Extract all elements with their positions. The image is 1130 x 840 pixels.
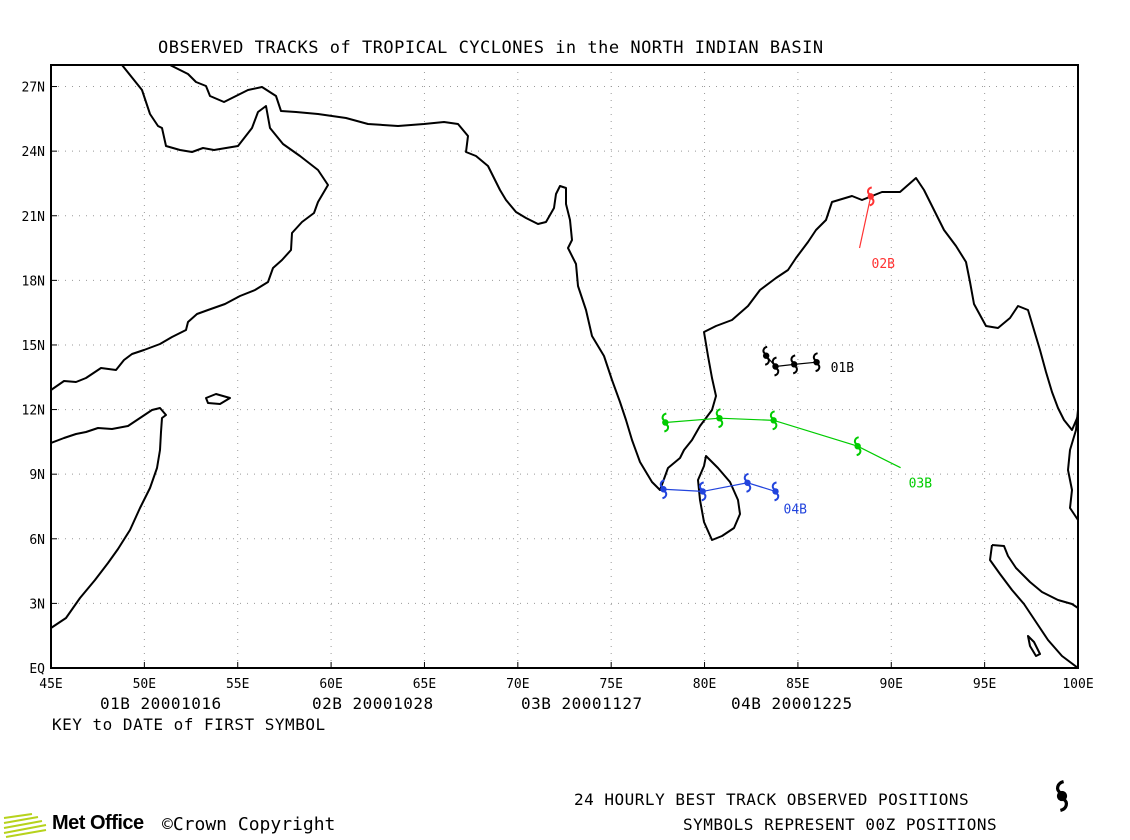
track-label-03b: 03B: [909, 477, 933, 492]
coastlines: [51, 65, 1078, 668]
track-line-02b: [858, 196, 872, 249]
cyclone-symbol: [661, 412, 670, 433]
cyclone-symbol: [715, 408, 724, 429]
lon-tick-label: 95E: [973, 677, 996, 692]
legend-line-1: 24 HOURLY BEST TRACK OBSERVED POSITIONS: [574, 790, 970, 809]
met-office-wordmark: Met Office: [52, 812, 144, 834]
key-entry-03b: 03B 20001127: [521, 694, 643, 713]
track-label-01b: 01B: [831, 361, 855, 376]
key-entry-02b: 02B 20001028: [312, 694, 434, 713]
lon-tick-label: 80E: [693, 677, 716, 692]
cyclone-symbol: [769, 410, 778, 431]
cyclone-symbol: [762, 345, 770, 366]
coastline-oman-iran: [51, 65, 329, 391]
lon-tick-label: 85E: [786, 677, 809, 692]
coastline-se-asia: [991, 544, 1078, 609]
cyclone-symbol: [790, 354, 798, 375]
lon-tick-label: 75E: [599, 677, 622, 692]
cyclone-symbol: [812, 352, 821, 373]
lon-tick-label: 60E: [319, 677, 342, 692]
key-entry-04b: 04B 20001225: [731, 694, 853, 713]
track-label-04b: 04B: [784, 502, 808, 517]
cyclone-symbol: [853, 436, 862, 457]
graticule: [51, 65, 1078, 668]
cyclone-symbol: [771, 356, 780, 377]
cyclone-tracks: 01B 02B 03B 04B: [659, 186, 933, 517]
island-socotra: [205, 393, 231, 405]
lon-tick-label: 90E: [880, 677, 903, 692]
key-label: KEY to DATE of FIRST SYMBOL: [52, 715, 326, 734]
lon-tick-label: 55E: [226, 677, 249, 692]
island-andaman: [1027, 635, 1041, 657]
lat-tick-label: 15N: [22, 339, 45, 354]
cyclone-symbol: [743, 472, 752, 493]
axis-ticks: 45E 50E 55E 60E 65E 70E 75E 80E 85E 90E 95E 100E EQ 3…: [22, 81, 1094, 692]
coastline-peninsula: [989, 544, 1078, 668]
copyright-notice: ©Crown Copyright: [162, 814, 336, 835]
lon-tick-label: 50E: [133, 677, 156, 692]
lat-tick-label: 18N: [22, 274, 45, 289]
lat-tick-label: 24N: [22, 145, 45, 160]
lon-tick-label: 45E: [39, 677, 62, 692]
track-line-04b: [663, 482, 776, 493]
key-entry-01b: 01B 20001016: [100, 694, 222, 713]
lon-tick-label: 65E: [413, 677, 436, 692]
met-office-logo-icon: [3, 813, 47, 838]
map-title: OBSERVED TRACKS of TROPICAL CYCLONES in …: [158, 38, 824, 58]
cyclone-symbol: [698, 481, 707, 502]
track-label-02b: 02B: [872, 257, 896, 272]
coastline-andaman-malay: [1067, 380, 1078, 521]
lon-tick-label: 100E: [1062, 677, 1093, 692]
lat-tick-label: 6N: [29, 533, 45, 548]
lat-tick-label: 9N: [29, 468, 45, 483]
plot-frame: [50, 64, 1079, 669]
cyclone-symbol: [771, 481, 780, 502]
coastline-arabia: [51, 407, 167, 629]
lon-tick-label: 70E: [506, 677, 529, 692]
track-line-01b: [765, 355, 817, 368]
lat-tick-label: 12N: [22, 404, 45, 419]
cyclone-symbol: [659, 479, 668, 500]
lat-tick-label: 21N: [22, 210, 45, 225]
lat-tick-label: 27N: [22, 81, 45, 96]
lat-tick-label: EQ: [29, 662, 45, 677]
coastline-persian-gulf: [169, 65, 1078, 491]
cyclone-symbol: [1056, 780, 1068, 812]
lat-tick-label: 3N: [29, 597, 45, 612]
legend-line-2: SYMBOLS REPRESENT 00Z POSITIONS: [683, 815, 998, 834]
cyclone-symbol: [866, 186, 875, 207]
coastline-srilanka: [697, 455, 741, 541]
cyclone-symbol-icon: [1056, 780, 1068, 812]
